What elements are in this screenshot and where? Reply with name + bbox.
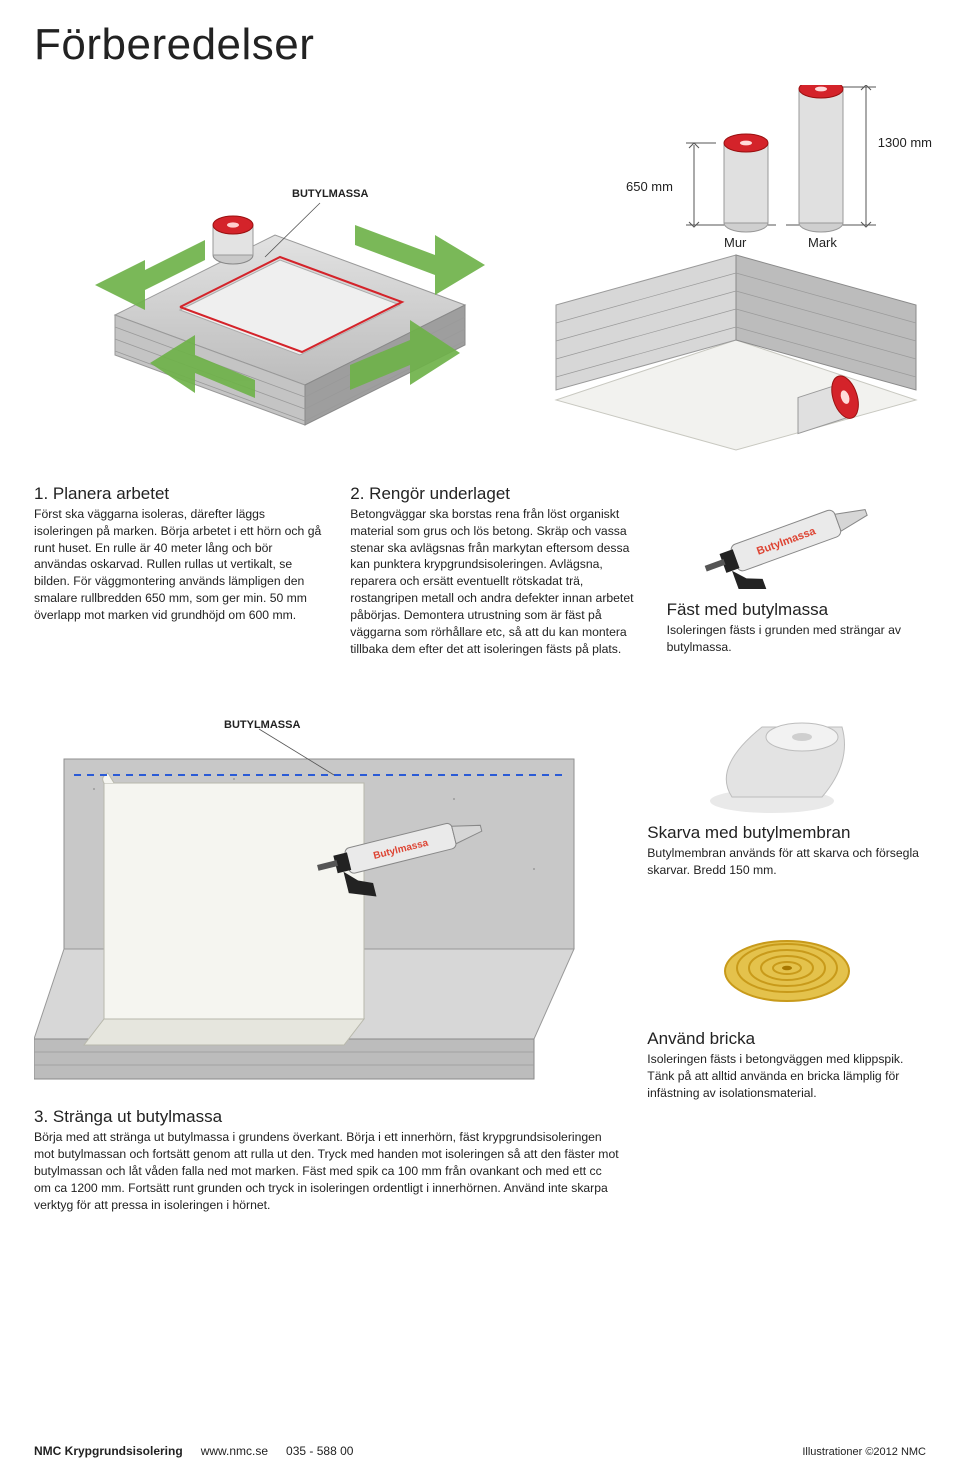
section-3-heading: 3. Stränga ut butylmassa (34, 1107, 619, 1127)
label-butylmassa-lower: BUTYLMASSA (224, 719, 809, 731)
side-butyl: Butylmassa Fäst med butylmassa Isolering… (667, 484, 926, 657)
section-2-body: Betongväggar ska borstas rena från löst … (350, 506, 638, 657)
side-column: Skarva med butylmembran Butylmembran anv… (647, 707, 926, 1213)
side-butyl-body: Isoleringen fästs i grunden med strängar… (667, 622, 926, 656)
section-2-heading: 2. Rengör underlaget (350, 484, 638, 504)
corner-svg (546, 245, 926, 455)
page-footer: NMC Krypgrundsisolering www.nmc.se 035 -… (34, 1444, 926, 1458)
side-bricka-body: Isoleringen fästs i betongväggen med kli… (647, 1051, 926, 1101)
section-2: 2. Rengör underlaget Betongväggar ska bo… (350, 484, 638, 657)
wall-section-svg: Butylmassa (34, 719, 594, 1089)
section-1-body: Först ska väggarna isoleras, därefter lä… (34, 506, 322, 624)
label-mur: Mur (724, 235, 746, 250)
lower-row: BUTYLMASSA (34, 707, 926, 1213)
side-butyl-heading: Fäst med butylmassa (667, 600, 926, 620)
dim-1300: 1300 mm (878, 135, 932, 150)
footer-site: www.nmc.se (201, 1444, 268, 1458)
dim-650: 650 mm (626, 179, 673, 194)
side-bricka-heading: Använd bricka (647, 1029, 926, 1049)
section-3: 3. Stränga ut butylmassa Börja med att s… (34, 1107, 619, 1213)
side-membran-heading: Skarva med butylmembran (647, 823, 926, 843)
side-membran: Skarva med butylmembran Butylmembran anv… (647, 707, 926, 879)
footer-product: NMC Krypgrundsisolering (34, 1444, 183, 1458)
side-bricka: Använd bricka Isoleringen fästs i betong… (647, 913, 926, 1101)
washer-svg (712, 913, 862, 1023)
page-title: Förberedelser (34, 20, 926, 70)
section-1-heading: 1. Planera arbetet (34, 484, 322, 504)
figure-roll-sizes-and-corner: 650 mm 1300 mm Mur Mark (546, 80, 926, 460)
foundation-iso-svg (55, 105, 495, 435)
caulk-gun-svg: Butylmassa (691, 489, 901, 589)
figure-foundation-plan: BUTYLMASSA (34, 80, 516, 460)
footer-phone: 035 - 588 00 (286, 1444, 353, 1458)
label-butylmassa-top: BUTYLMASSA (292, 188, 368, 200)
section-3-body: Börja med att stränga ut butylmassa i gr… (34, 1129, 619, 1213)
washer-figure (647, 913, 926, 1023)
footer-copyright: Illustrationer ©2012 NMC (802, 1446, 926, 1458)
mid-text-row: 1. Planera arbetet Först ska väggarna is… (34, 484, 926, 657)
side-membran-body: Butylmembran används för att skarva och … (647, 845, 926, 879)
top-figure-row: BUTYLMASSA (34, 80, 926, 460)
section-1: 1. Planera arbetet Först ska väggarna is… (34, 484, 322, 657)
label-mark: Mark (808, 235, 837, 250)
caulk-gun-figure: Butylmassa (667, 484, 926, 594)
rolls-svg (546, 85, 906, 245)
figure-wall-section: BUTYLMASSA (34, 707, 619, 1213)
